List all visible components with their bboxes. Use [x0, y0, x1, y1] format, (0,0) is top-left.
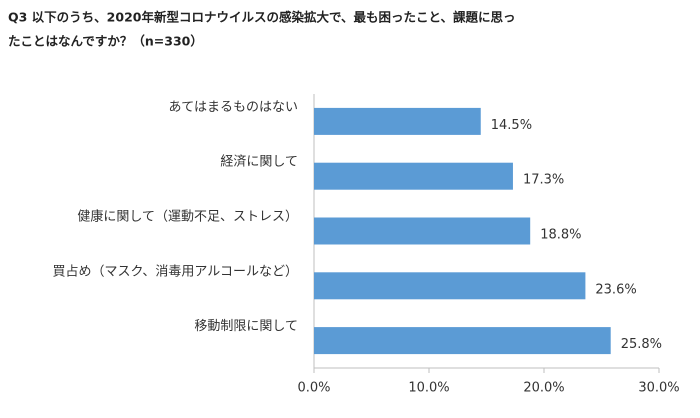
bar	[314, 327, 611, 355]
y-tick-label: 買占め（マスク、消毒用アルコールなど）	[53, 264, 298, 279]
y-tick-label: 健康に関して（運動不足、ストレス）	[77, 209, 298, 225]
x-tick-label: 0.0%	[297, 381, 330, 396]
y-tick-label: あてはまるものはない	[169, 100, 298, 115]
value-label: 25.8%	[621, 337, 662, 352]
bar	[314, 272, 586, 300]
y-tick-label: 移動制限に関して	[194, 319, 298, 334]
bar	[314, 107, 481, 135]
y-tick-label: 経済に関して	[220, 154, 298, 170]
x-tick-label: 10.0%	[408, 381, 449, 396]
value-label: 18.8%	[540, 228, 581, 243]
bar	[314, 162, 513, 190]
x-tick-label: 20.0%	[523, 381, 564, 396]
value-label: 23.6%	[595, 282, 636, 297]
value-label: 14.5%	[491, 118, 532, 133]
chart-title: たことはなんですか？（n=330）	[8, 34, 203, 49]
value-label: 17.3%	[523, 173, 564, 188]
chart-title: Q3 以下のうち、2020年新型コロナウイルスの感染拡大で、最も困ったこと、課題…	[8, 10, 515, 25]
bar	[314, 217, 531, 245]
x-tick-label: 30.0%	[638, 381, 679, 396]
